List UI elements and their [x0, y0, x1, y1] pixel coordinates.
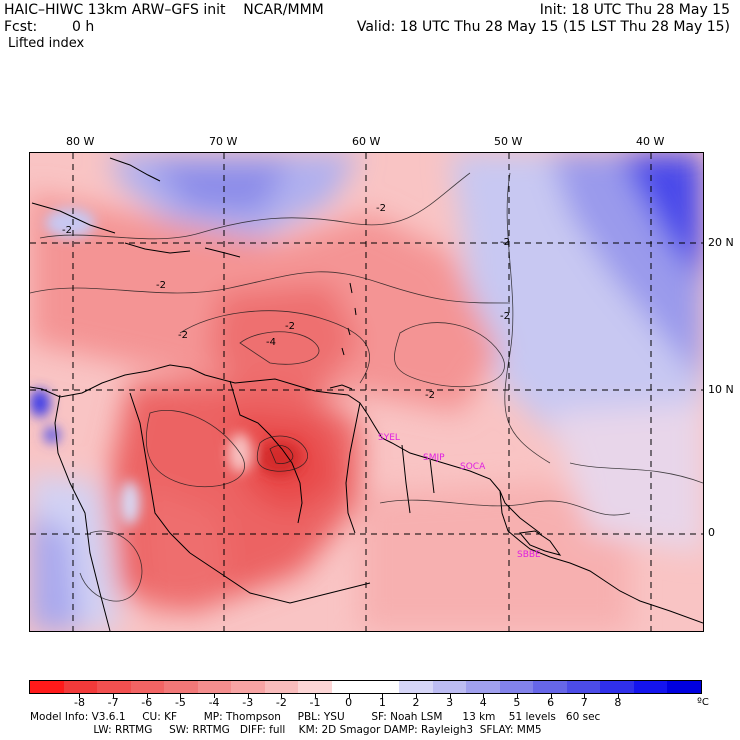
lon-label-60w: 60 W — [352, 135, 381, 148]
colorbar-swatch — [667, 681, 701, 693]
colorbar-swatch — [130, 681, 165, 693]
contour-label: -2 — [62, 225, 72, 236]
colorbar-tick-label: -7 — [107, 696, 119, 709]
colorbar-swatch — [30, 681, 64, 693]
map-panel: -2 -2 -2 -2 -4 -2 -2 -2 -2 SYEL SMJP SOC… — [29, 152, 704, 632]
colorbar-tick — [146, 694, 148, 698]
init-time: Init: 18 UTC Thu 28 May 15 — [539, 2, 730, 18]
valid-time: Valid: 18 UTC Thu 28 May 15 (15 LST Thu … — [356, 19, 730, 35]
colorbar-tick-label: 0 — [345, 696, 353, 709]
contour-label: -2 — [156, 280, 166, 291]
colorbar-tick — [214, 694, 216, 698]
colorbar-tick-label: -6 — [141, 696, 153, 709]
lon-label-80w: 80 W — [66, 135, 95, 148]
contours — [30, 172, 703, 602]
colorbar-swatch — [566, 681, 601, 693]
model-info-line1: Model Info: V3.6.1 CU: KF MP: Thompson P… — [30, 711, 601, 723]
colorbar — [29, 680, 702, 694]
colorbar-swatch — [164, 681, 198, 693]
colorbar-tick-label: -8 — [73, 696, 85, 709]
colorbar-tick — [382, 694, 384, 698]
coastlines — [30, 157, 703, 631]
colorbar-swatch — [197, 681, 232, 693]
lat-label-20n: 20 N — [708, 236, 734, 249]
colorbar-tick-label: -3 — [242, 696, 254, 709]
contour-label: -2 — [425, 390, 435, 401]
colorbar-tick — [247, 694, 249, 698]
colorbar-tick-label: 4 — [479, 696, 487, 709]
contour-label: -2 — [285, 321, 295, 332]
colorbar-swatch — [633, 681, 668, 693]
contour-label: -4 — [266, 337, 276, 348]
colorbar-tick — [79, 694, 81, 698]
colorbar-swatch — [432, 681, 467, 693]
colorbar-tick — [113, 694, 115, 698]
graticule — [30, 153, 703, 631]
lat-label-0: 0 — [708, 526, 715, 539]
lon-label-40w: 40 W — [636, 135, 665, 148]
colorbar-swatch — [600, 681, 634, 693]
station-label: SMJP — [423, 453, 445, 463]
lon-label-70w: 70 W — [209, 135, 238, 148]
colorbar-swatch — [298, 681, 332, 693]
colorbar-swatch — [97, 681, 131, 693]
contour-label: -2 — [500, 311, 510, 322]
contour-labels: -2 -2 -2 -2 -4 -2 -2 -2 -2 — [62, 203, 510, 401]
lon-label-50w: 50 W — [494, 135, 523, 148]
lifted-index-map: -2 -2 -2 -2 -4 -2 -2 -2 -2 — [30, 153, 703, 631]
colorbar-tick — [516, 694, 518, 698]
contour-label: -2 — [178, 330, 188, 341]
colorbar-tick — [584, 694, 586, 698]
colorbar-unit: ºC — [697, 697, 709, 708]
colorbar-tick-label: -1 — [309, 696, 321, 709]
forecast-hour: 0 h — [72, 19, 95, 35]
colorbar-tick — [415, 694, 417, 698]
colorbar-tick — [550, 694, 552, 698]
colorbar-tick — [483, 694, 485, 698]
colorbar-swatch — [466, 681, 500, 693]
contour-label: -2 — [376, 203, 386, 214]
field-name: Lifted index — [8, 36, 85, 51]
colorbar-tick-label: 6 — [547, 696, 555, 709]
colorbar-tick — [348, 694, 350, 698]
colorbar-swatch — [63, 681, 98, 693]
colorbar-tick-label: -5 — [174, 696, 186, 709]
colorbar-tick-label: 2 — [412, 696, 420, 709]
contour-label: -2 — [500, 237, 510, 248]
colorbar-tick-label: 7 — [580, 696, 588, 709]
colorbar-swatch — [331, 681, 366, 693]
colorbar-swatch — [499, 681, 534, 693]
colorbar-swatch — [365, 681, 400, 693]
colorbar-tick-label: -4 — [208, 696, 220, 709]
lat-label-10n: 10 N — [708, 383, 734, 396]
model-info-line2: LW: RRTMG SW: RRTMG DIFF: full KM: 2D Sm… — [30, 724, 542, 736]
colorbar-tick — [449, 694, 451, 698]
colorbar-swatch — [231, 681, 265, 693]
colorbar-swatch — [399, 681, 433, 693]
forecast-label: Fcst: — [4, 19, 38, 35]
plot-title: HAIC–HIWC 13km ARW–GFS init NCAR/MMM — [4, 2, 324, 18]
colorbar-tick — [180, 694, 182, 698]
colorbar-swatch — [533, 681, 567, 693]
colorbar-tick-label: 3 — [446, 696, 454, 709]
station-label: SOCA — [460, 462, 486, 472]
colorbar-tick-label: -2 — [275, 696, 287, 709]
colorbar-tick — [617, 694, 619, 698]
colorbar-tick — [281, 694, 283, 698]
colorbar-tick-label: 8 — [614, 696, 622, 709]
colorbar-tick-label: 5 — [513, 696, 521, 709]
colorbar-swatch — [264, 681, 299, 693]
colorbar-tick-label: 1 — [378, 696, 386, 709]
station-label: SBBE — [517, 550, 541, 560]
station-label: SYEL — [378, 433, 400, 443]
colorbar-tick — [315, 694, 317, 698]
